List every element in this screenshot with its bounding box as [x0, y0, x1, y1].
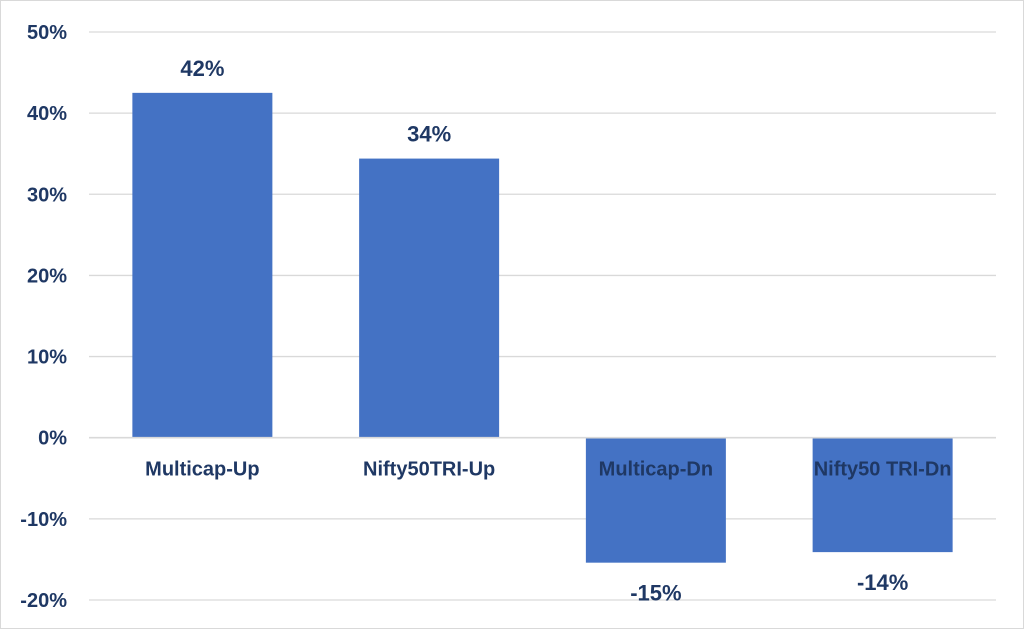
data-label: 42% [180, 56, 224, 81]
data-label: -14% [857, 570, 908, 595]
bar [812, 437, 953, 553]
labels: 50% 40% 30% 20% 10% 0% -10% -20% 42% Multicap-Up 3… [20, 22, 951, 612]
y-tick-label: -20% [20, 590, 67, 612]
bar [585, 437, 726, 563]
category-label: Nifty50 TRI-Dn [814, 459, 952, 481]
y-tick-label: 0% [38, 428, 67, 450]
data-label: 34% [407, 122, 451, 147]
bars [132, 92, 953, 563]
y-tick-label: 20% [27, 265, 67, 287]
y-tick-label: 10% [27, 347, 67, 369]
bar [359, 158, 500, 438]
category-label: Nifty50TRI-Up [363, 459, 495, 481]
y-tick-label: 50% [27, 22, 67, 44]
bar [132, 92, 273, 438]
y-tick-label: 30% [27, 184, 67, 206]
y-tick-label: 40% [27, 103, 67, 125]
data-label: -15% [630, 581, 681, 606]
y-tick-label: -10% [20, 509, 67, 531]
category-label: Multicap-Dn [599, 459, 713, 481]
category-label: Multicap-Up [145, 459, 259, 481]
